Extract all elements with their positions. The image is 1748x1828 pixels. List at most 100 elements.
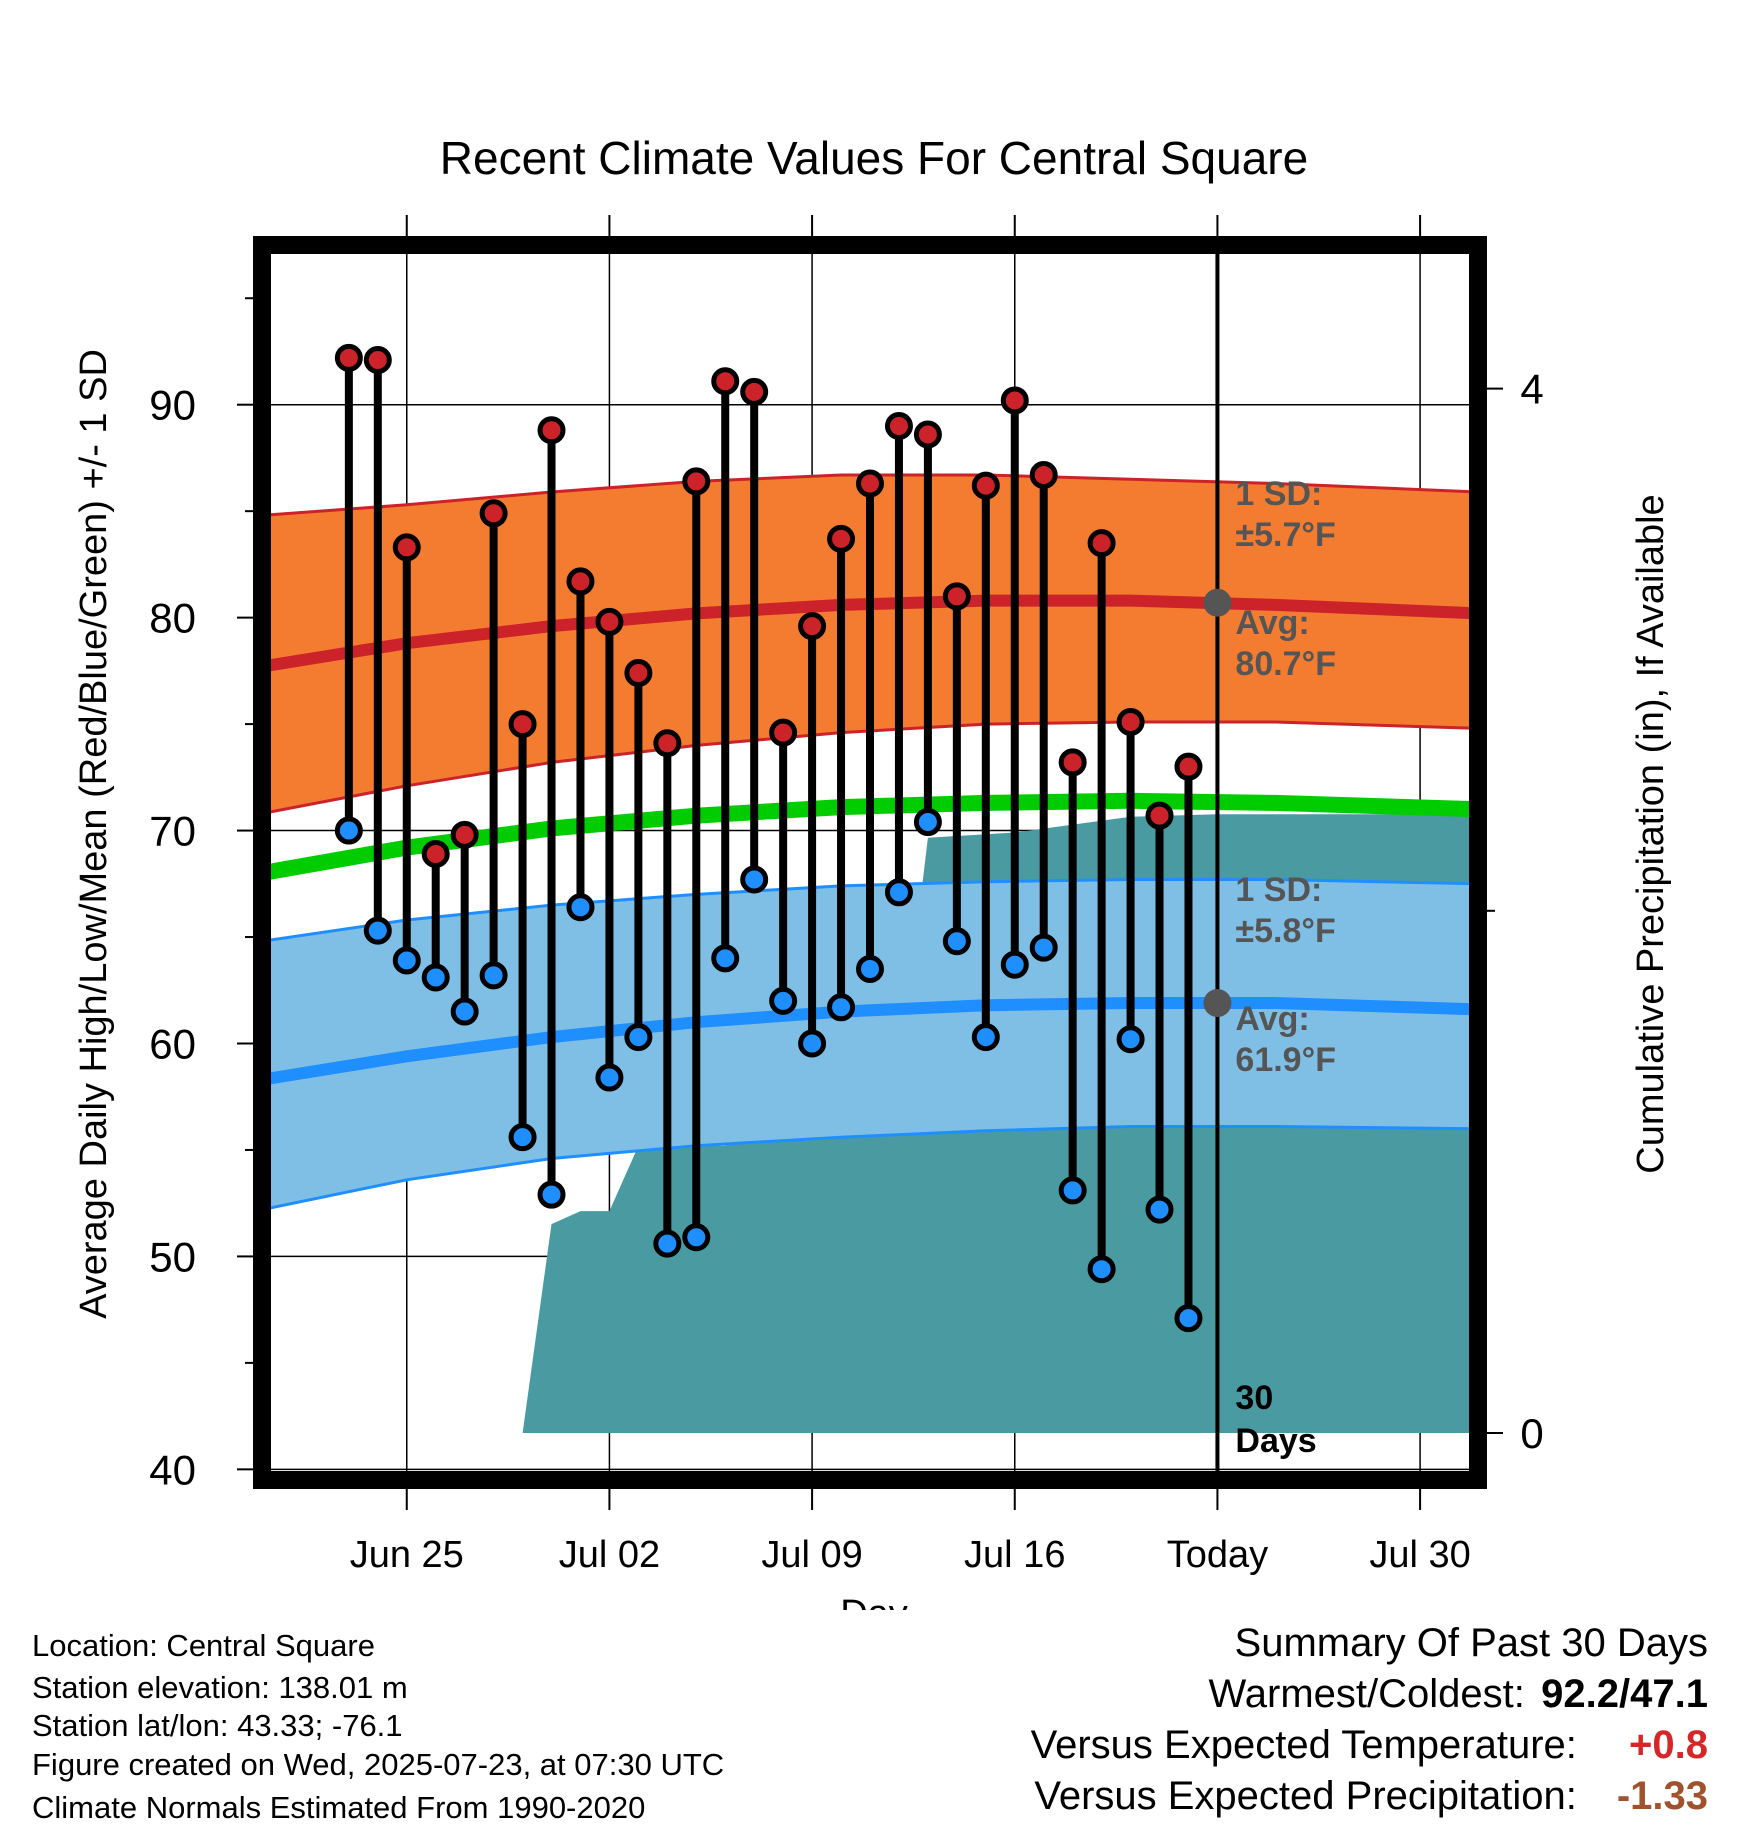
high-upper-line: [262, 473, 1478, 517]
daily-low-point: [1116, 1025, 1145, 1054]
x-tick-label: Jul 02: [559, 1534, 660, 1576]
daily-high-point: [537, 416, 566, 445]
high-sd-label: 1 SD:: [1235, 475, 1322, 513]
daily-low-point: [682, 1223, 711, 1252]
daily-high-point: [740, 377, 769, 406]
high-avg-label: Avg:: [1235, 604, 1309, 642]
low-sd-label: 1 SD:: [1235, 871, 1322, 909]
daily-high-point: [421, 839, 450, 868]
daily-low-point: [1145, 1195, 1174, 1224]
daily-low-point: [971, 1023, 1000, 1052]
daily-high-point: [971, 471, 1000, 500]
low-lower-line: [262, 1125, 1478, 1212]
daily-high-point: [913, 420, 942, 449]
low-sd-band: [262, 879, 1478, 1210]
daily-low-point: [769, 986, 798, 1015]
low-avg-value: 61.9°F: [1235, 1041, 1336, 1079]
chart-title: Recent Climate Values For Central Square: [440, 132, 1308, 184]
daily-low-point: [479, 961, 508, 990]
x-axis-label: Day: [840, 1593, 908, 1610]
summary-temp-label: Versus Expected Temperature:: [1030, 1723, 1577, 1767]
y-tick-label: 40: [149, 1446, 196, 1493]
info-elevation: Station elevation: 138.01 m: [32, 1670, 408, 1705]
y-axis-label: Average Daily High/Low/Mean (Red/Blue/Gr…: [73, 349, 115, 1319]
daily-low-point: [363, 916, 392, 945]
today-low-avg-marker: [1203, 989, 1232, 1018]
info-location: Location: Central Square: [32, 1628, 375, 1663]
summary-heading: Summary Of Past 30 Days: [1234, 1621, 1708, 1665]
daily-high-point: [653, 729, 682, 758]
x-tick-label: Today: [1167, 1534, 1268, 1576]
info-normals: Climate Normals Estimated From 1990-2020: [32, 1790, 646, 1825]
info-latlon: Station lat/lon: 43.33; -76.1: [32, 1708, 403, 1743]
daily-high-point: [566, 567, 595, 596]
y-tick-label: 70: [149, 808, 196, 855]
daily-high-point: [769, 718, 798, 747]
daily-low-point: [624, 1023, 653, 1052]
daily-low-point: [798, 1029, 827, 1058]
summary-precip-value: -1.33: [1616, 1774, 1708, 1818]
low-avg-label: Avg:: [1235, 1000, 1309, 1038]
daily-high-point: [682, 467, 711, 496]
summary-precip-label: Versus Expected Precipitation:: [1034, 1774, 1577, 1818]
info-created: Figure created on Wed, 2025-07-23, at 07…: [32, 1747, 725, 1782]
daily-high-point: [942, 582, 971, 611]
daily-high-point: [334, 343, 363, 372]
days-label-1: 30: [1235, 1379, 1273, 1417]
daily-high-point: [392, 533, 421, 562]
daily-high-point: [363, 345, 392, 374]
daily-low-point: [711, 944, 740, 973]
daily-high-point: [1029, 460, 1058, 489]
climate-chart: Recent Climate Values For Central Square…: [73, 132, 1672, 1610]
x-tick-label: Jul 30: [1369, 1534, 1470, 1576]
daily-low-point: [392, 946, 421, 975]
summary-warmest-value: 92.2/47.1: [1541, 1672, 1708, 1716]
daily-low-point: [827, 993, 856, 1022]
y-tick-label: 50: [149, 1233, 196, 1280]
x-tick-label: Jul 09: [761, 1534, 862, 1576]
daily-low-point: [1000, 950, 1029, 979]
y2-axis-label: Cumulative Precipitation (in), If Availa…: [1630, 494, 1672, 1173]
x-tick-label: Jun 25: [350, 1534, 464, 1576]
plot-frame: [253, 236, 1487, 1489]
daily-low-point: [537, 1180, 566, 1209]
daily-low-point: [1087, 1255, 1116, 1284]
daily-low-point: [884, 878, 913, 907]
daily-high-point: [1087, 529, 1116, 558]
days-label-2: Days: [1235, 1422, 1316, 1460]
y-tick-label: 80: [149, 595, 196, 642]
daily-low-point: [740, 865, 769, 894]
daily-high-point: [856, 469, 884, 498]
daily-high-point: [479, 499, 508, 528]
daily-low-point: [913, 808, 942, 837]
low-sd-value: ±5.8°F: [1235, 912, 1335, 950]
summary-precip-row: Versus Expected Precipitation: -1.33: [1034, 1776, 1708, 1816]
x-tick-label: Jul 16: [964, 1534, 1065, 1576]
daily-high-point: [624, 658, 653, 687]
daily-high-point: [1116, 707, 1145, 736]
high-avg-value: 80.7°F: [1235, 645, 1336, 683]
daily-high-point: [1174, 752, 1203, 781]
daily-high-point: [1145, 801, 1174, 830]
daily-low-point: [1174, 1304, 1203, 1333]
daily-low-point: [856, 954, 884, 983]
daily-high-point: [1000, 386, 1029, 415]
daily-low-point: [595, 1063, 624, 1092]
daily-high-point: [450, 820, 479, 849]
summary-warmest-row: Warmest/Coldest: 92.2/47.1: [1209, 1674, 1709, 1714]
daily-high-point: [827, 524, 856, 553]
daily-high-point: [1058, 748, 1087, 777]
daily-low-point: [334, 816, 363, 845]
y-tick-label: 90: [149, 382, 196, 429]
y2-tick-label: 4: [1520, 366, 1543, 413]
daily-low-point: [421, 963, 450, 992]
daily-low-point: [508, 1123, 537, 1152]
high-sd-value: ±5.7°F: [1235, 516, 1335, 554]
summary-temp-row: Versus Expected Temperature: +0.8: [1031, 1725, 1708, 1765]
y2-tick-label: 0: [1520, 1410, 1543, 1457]
daily-high-point: [508, 710, 537, 739]
daily-low-point: [1058, 1176, 1087, 1205]
today-high-avg-marker: [1203, 588, 1232, 617]
